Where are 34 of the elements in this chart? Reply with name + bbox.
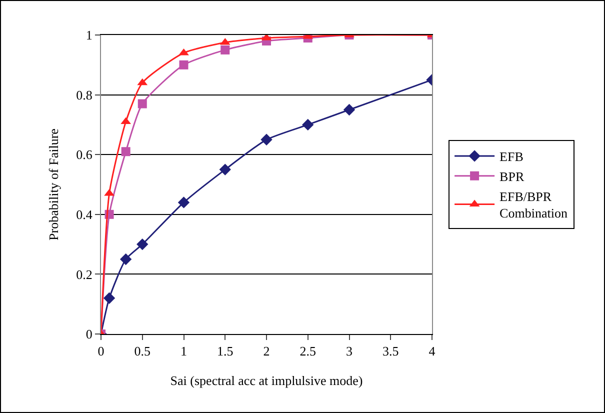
legend-label: EFB/BPR Combination	[500, 188, 568, 221]
x-tick-label: 2	[263, 344, 270, 359]
y-tick-label: 0	[86, 326, 92, 342]
x-tick-label: 1.5	[217, 344, 234, 359]
y-tick-label: 0.6	[76, 147, 93, 162]
point	[220, 45, 230, 54]
point	[179, 60, 188, 70]
point	[178, 196, 190, 208]
y-tick-label: 0.4	[76, 206, 93, 222]
y-tick-label: 0.2	[76, 266, 92, 282]
point	[219, 164, 231, 176]
x-tick-label: 0	[98, 344, 104, 359]
x-tick-label: 4	[428, 344, 436, 359]
point	[104, 188, 114, 196]
y-axis-title: Probability of Failure	[46, 128, 62, 240]
point	[260, 134, 272, 146]
x-tick-label: 0.5	[134, 344, 151, 359]
point	[103, 292, 116, 304]
y-tick-label: 1	[86, 28, 92, 43]
x-tick-label: 3	[346, 344, 352, 359]
legend-label: EFB	[500, 149, 524, 164]
x-tick-label: 1	[180, 344, 187, 359]
x-axis-title: Sai (spectral acc at implulsive mode)	[170, 373, 363, 388]
point	[302, 118, 314, 131]
y-tick-label: 0.8	[76, 87, 92, 102]
point	[343, 104, 356, 116]
point	[138, 99, 147, 108]
point	[178, 48, 189, 56]
point	[136, 238, 148, 250]
point	[120, 253, 132, 266]
x-tick-label: 2.5	[300, 344, 316, 359]
point	[121, 147, 130, 156]
x-tick-label: 3.5	[382, 344, 399, 359]
legend-label: BPR	[500, 168, 524, 184]
